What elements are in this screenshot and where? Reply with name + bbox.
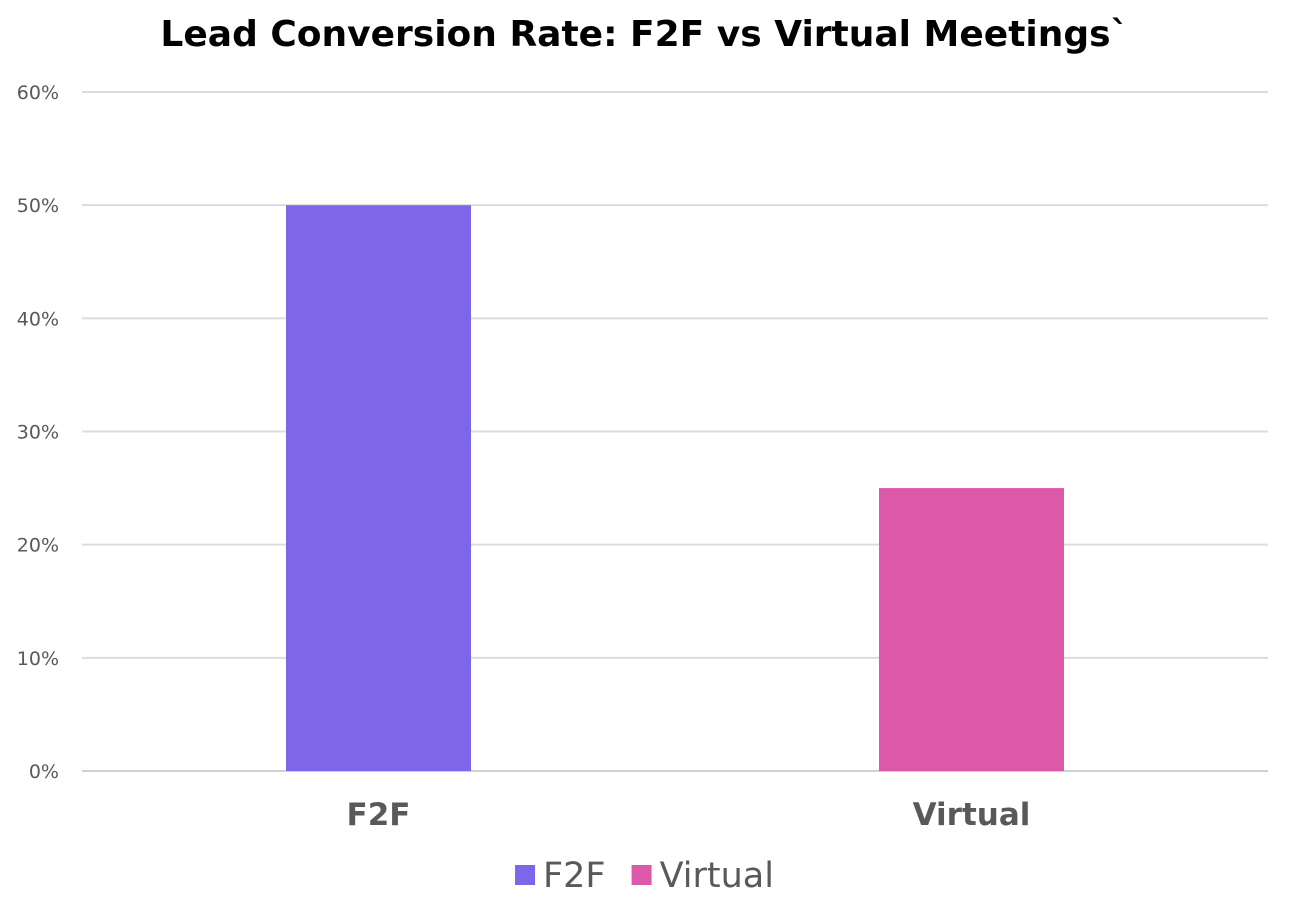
y-tick-label: 50% [17,195,59,217]
bar-virtual [879,488,1064,771]
legend-label: Virtual [660,856,774,896]
y-tick-label: 10% [17,648,59,670]
x-tick-label: F2F [347,797,411,833]
y-tick-label: 60% [17,82,59,104]
gridlines [82,91,1268,772]
y-tick-label: 30% [17,422,59,444]
legend-swatch-f2f [515,865,536,885]
y-tick-label: 20% [17,535,59,557]
x-axis-ticks: F2F Virtual [347,797,1031,833]
legend-label: F2F [543,856,606,896]
y-tick-label: 0% [29,761,59,783]
legend: F2F Virtual [515,856,774,896]
chart-title: Lead Conversion Rate: F2F vs Virtual Mee… [160,14,1129,55]
y-axis-ticks: 0% 10% 20% 30% 40% 50% 60% [17,82,59,783]
bars [286,205,1064,771]
y-tick-label: 40% [17,308,59,330]
x-tick-label: Virtual [913,797,1031,833]
legend-swatch-virtual [631,865,652,885]
bar-f2f [286,205,471,771]
